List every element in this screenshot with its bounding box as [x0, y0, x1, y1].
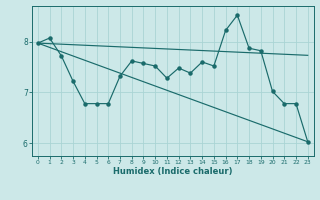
- X-axis label: Humidex (Indice chaleur): Humidex (Indice chaleur): [113, 167, 233, 176]
